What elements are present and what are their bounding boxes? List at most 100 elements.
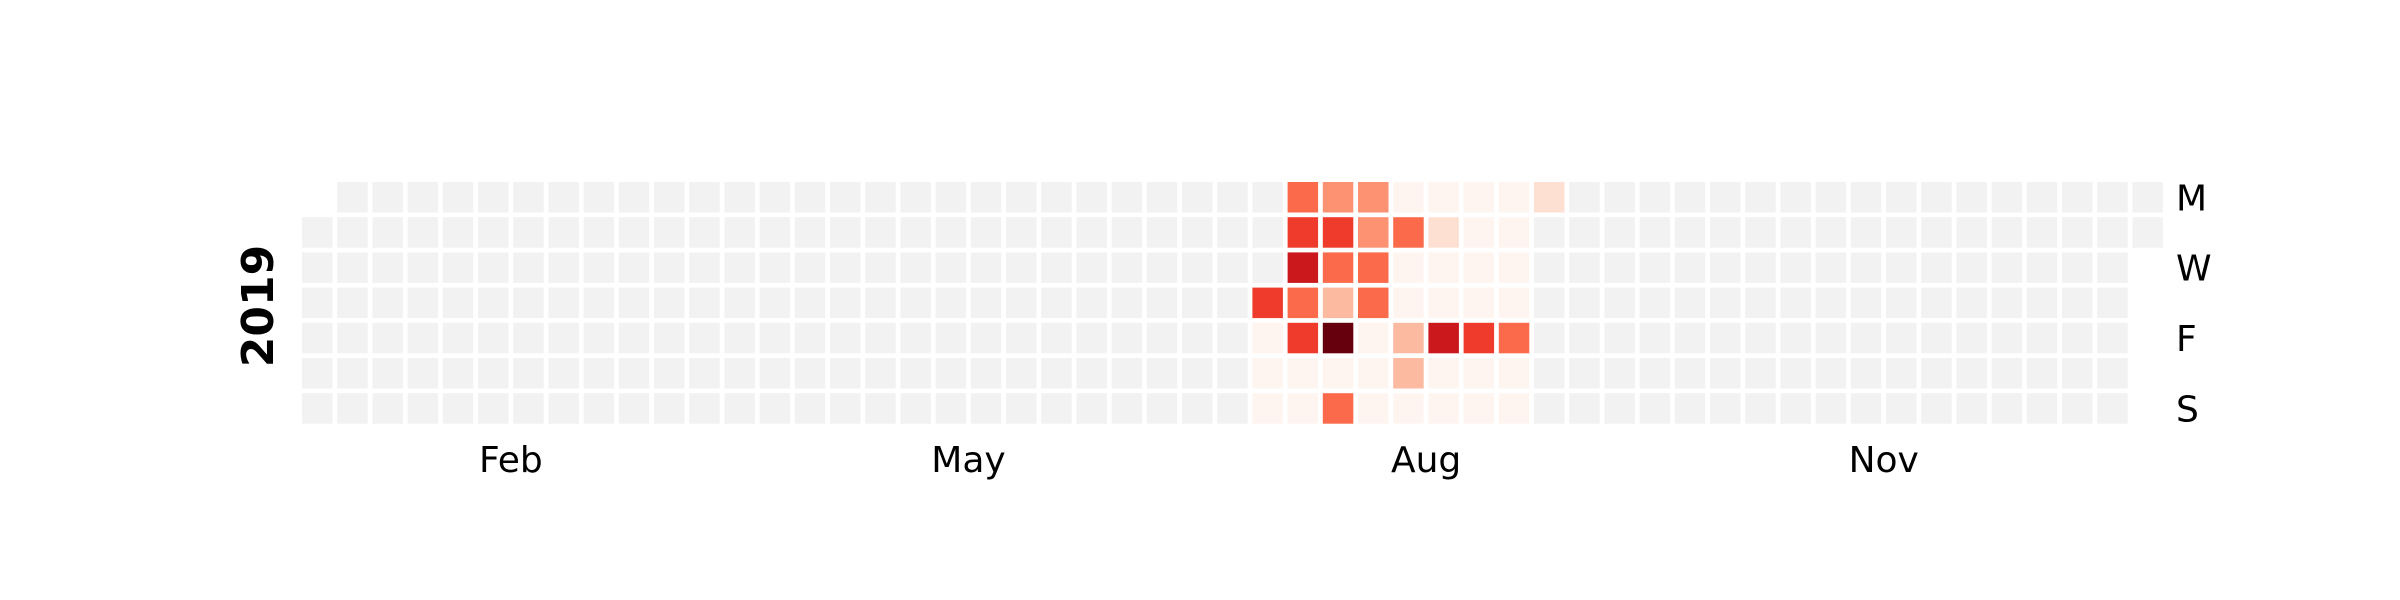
heatmap-cell — [1639, 322, 1671, 354]
heatmap-cell — [759, 393, 791, 424]
heatmap-cell — [1745, 393, 1776, 424]
heatmap-cell — [583, 322, 615, 354]
heatmap-cell — [1006, 358, 1037, 389]
heatmap-cell — [654, 217, 685, 248]
heatmap-cell — [2062, 217, 2093, 248]
heatmap-cell — [689, 358, 720, 389]
heatmap-cell — [794, 252, 826, 283]
heatmap-cell — [1287, 358, 1319, 389]
heatmap-cell — [1393, 393, 1424, 424]
heatmap-cell — [1815, 358, 1847, 389]
heatmap-cell — [2132, 182, 2163, 213]
heatmap-cell — [1217, 393, 1248, 424]
heatmap-cell — [1850, 322, 1882, 354]
heatmap-cell — [1428, 217, 1459, 248]
heatmap-cell — [1604, 393, 1635, 424]
heatmap-cell — [1674, 217, 1706, 248]
heatmap-cell — [830, 358, 861, 389]
heatmap-cell — [830, 182, 861, 213]
heatmap-cell — [1780, 322, 1811, 354]
heatmap-cell — [1991, 287, 2023, 319]
heatmap-cell — [1850, 358, 1882, 389]
heatmap-cell — [2026, 358, 2058, 389]
heatmap-cell — [442, 393, 474, 424]
heatmap-cell — [1252, 393, 1283, 424]
heatmap-cell — [1745, 252, 1776, 283]
heatmap-cell — [1463, 287, 1495, 319]
heatmap-cell — [794, 358, 826, 389]
heatmap-cell — [372, 182, 403, 213]
heatmap-cell — [1041, 358, 1072, 389]
heatmap-cell — [618, 217, 650, 248]
heatmap-cell — [689, 217, 720, 248]
heatmap-cell — [1182, 182, 1213, 213]
heatmap-cell — [442, 358, 474, 389]
heatmap-cell — [1534, 217, 1565, 248]
heatmap-cell — [1710, 182, 1741, 213]
heatmap-cell — [1428, 393, 1459, 424]
heatmap-cell — [2026, 322, 2058, 354]
heatmap-cell — [1498, 393, 1530, 424]
heatmap-cell — [794, 287, 826, 319]
heatmap-cell — [407, 287, 439, 319]
heatmap-cell — [1569, 358, 1600, 389]
heatmap-cell — [1921, 322, 1952, 354]
heatmap-cell — [1463, 182, 1495, 213]
heatmap-cell — [1322, 393, 1354, 424]
year-label: 2019 — [233, 245, 284, 367]
heatmap-cell — [1569, 252, 1600, 283]
heatmap-cell — [442, 217, 474, 248]
heatmap-cell — [1534, 358, 1565, 389]
heatmap-cell — [337, 393, 368, 424]
heatmap-cell — [442, 252, 474, 283]
heatmap-cell — [1639, 182, 1671, 213]
heatmap-cell — [1463, 217, 1495, 248]
heatmap-cells — [302, 182, 2163, 424]
heatmap-cell — [442, 182, 474, 213]
heatmap-cell — [1146, 358, 1178, 389]
heatmap-cell — [407, 358, 439, 389]
heatmap-cell — [407, 393, 439, 424]
heatmap-cell — [1815, 217, 1847, 248]
heatmap-cell — [865, 287, 896, 319]
heatmap-cell — [1604, 252, 1635, 283]
heatmap-cell — [2097, 217, 2128, 248]
heatmap-cell — [1322, 217, 1354, 248]
month-label: May — [931, 440, 1005, 481]
heatmap-cell — [2062, 358, 2093, 389]
heatmap-cell — [2097, 358, 2128, 389]
heatmap-cell — [724, 322, 755, 354]
heatmap-cell — [513, 322, 544, 354]
heatmap-cell — [794, 322, 826, 354]
heatmap-cell — [1041, 287, 1072, 319]
heatmap-cell — [1498, 287, 1530, 319]
heatmap-cell — [1956, 217, 1987, 248]
heatmap-cell — [970, 217, 1002, 248]
heatmap-cell — [1991, 217, 2023, 248]
heatmap-cell — [900, 287, 931, 319]
heatmap-cell — [548, 287, 579, 319]
heatmap-cell — [372, 393, 403, 424]
heatmap-cell — [724, 217, 755, 248]
heatmap-cell — [513, 287, 544, 319]
heatmap-cell — [1076, 322, 1107, 354]
heatmap-cell — [1956, 287, 1987, 319]
heatmap-cell — [830, 322, 861, 354]
heatmap-cell — [1217, 322, 1248, 354]
heatmap-cell — [1780, 252, 1811, 283]
heatmap-cell — [2097, 287, 2128, 319]
heatmap-cell — [970, 393, 1002, 424]
heatmap-cell — [513, 358, 544, 389]
heatmap-cell — [1780, 217, 1811, 248]
heatmap-cell — [1639, 217, 1671, 248]
heatmap-cell — [407, 252, 439, 283]
heatmap-cell — [2132, 217, 2163, 248]
heatmap-cell — [1604, 217, 1635, 248]
heatmap-cell — [935, 322, 967, 354]
heatmap-cell — [1569, 217, 1600, 248]
heatmap-cell — [1322, 358, 1354, 389]
heatmap-cell — [372, 252, 403, 283]
heatmap-cell — [1393, 182, 1424, 213]
heatmap-cell — [2062, 287, 2093, 319]
heatmap-cell — [1674, 393, 1706, 424]
